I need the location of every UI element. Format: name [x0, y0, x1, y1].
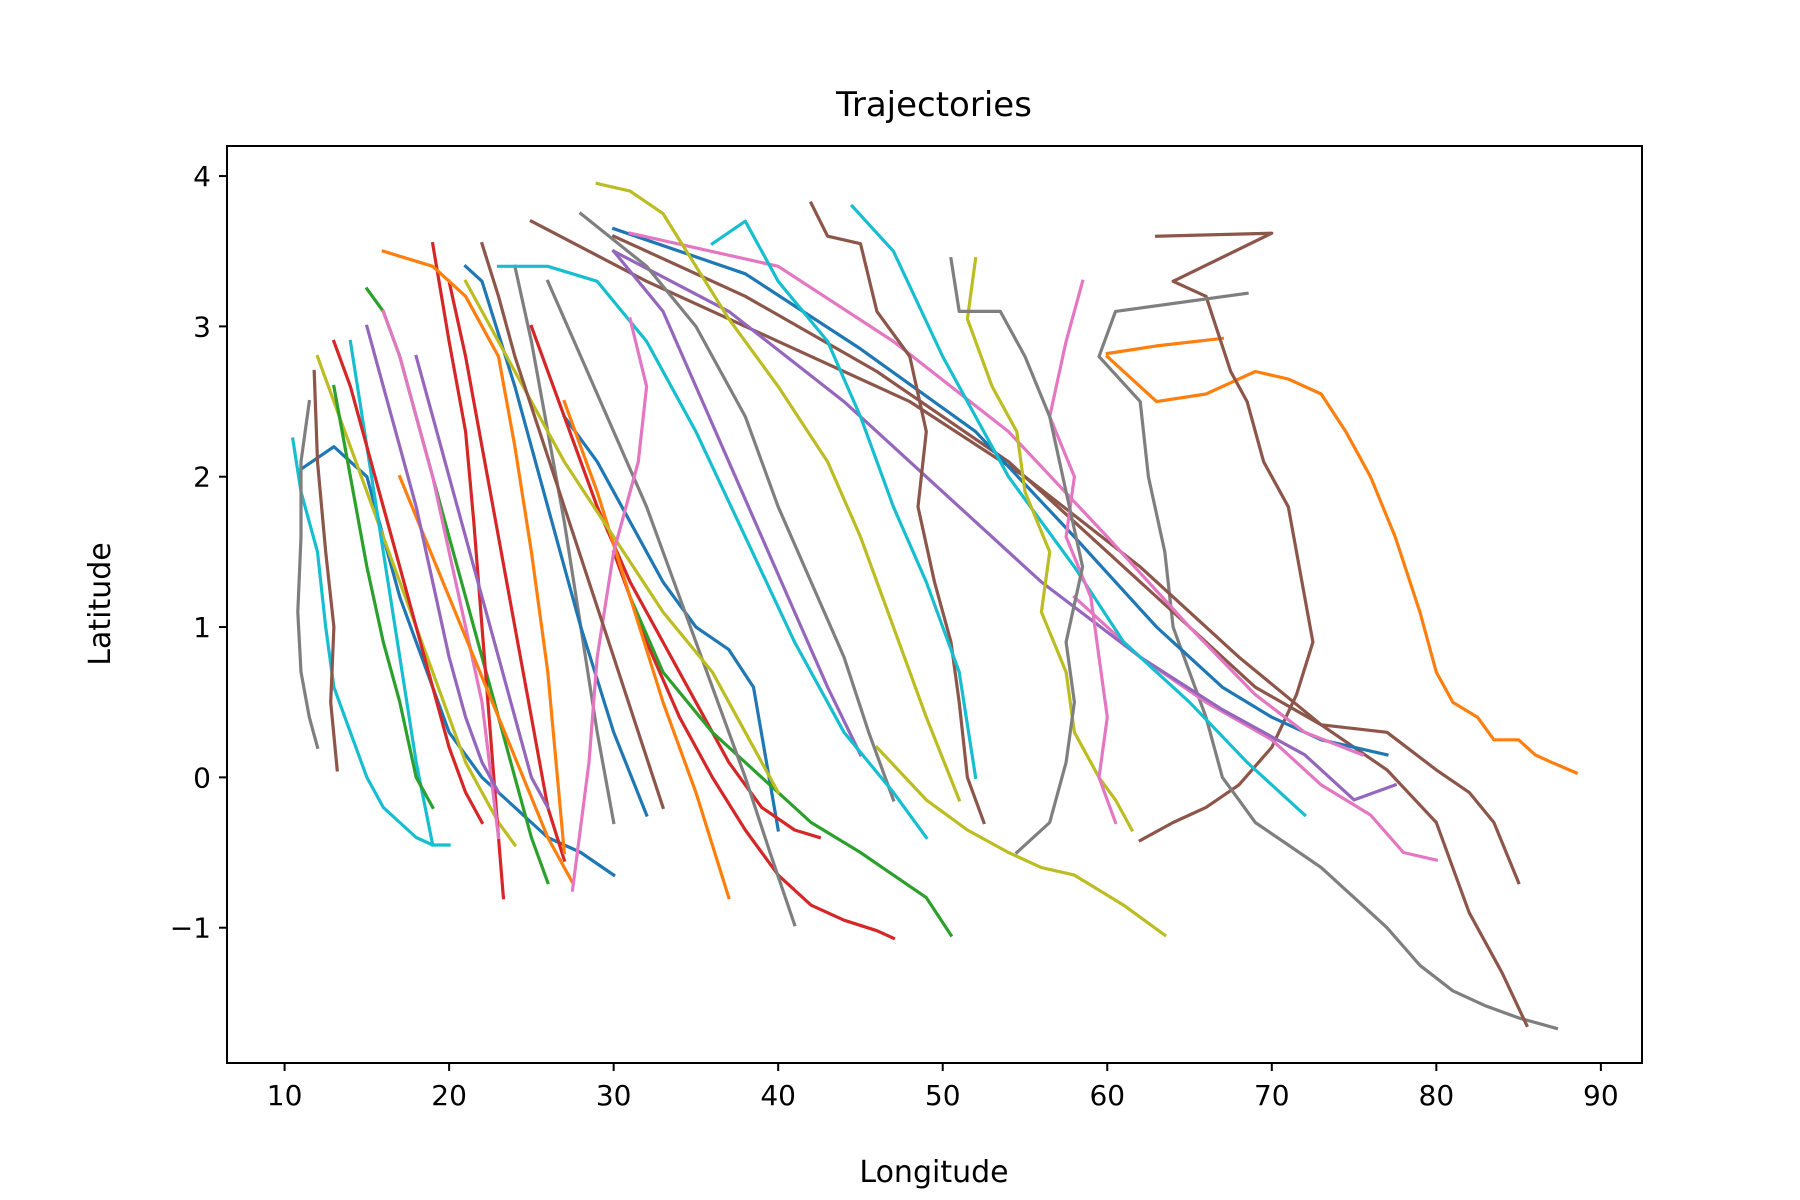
chart-title: Trajectories [835, 85, 1032, 125]
series-line-traj-olive-mid [595, 181, 962, 802]
series-line-traj-red-west-c [331, 339, 485, 825]
series-line-traj-orange-far-east [1105, 354, 1579, 776]
y-axis-label: Latitude [83, 542, 118, 665]
y-tick-label: 0 [193, 761, 211, 794]
series-line-traj-brown-west-b [479, 241, 666, 810]
plot-frame [226, 145, 1643, 1064]
y-tick-label: 3 [193, 310, 211, 343]
x-tick-label: 50 [925, 1079, 961, 1112]
series-line-traj-red-west-b [447, 279, 567, 863]
x-axis-label: Longitude [859, 1155, 1008, 1190]
series-line-traj-gray-west-b [512, 264, 616, 825]
series-line-traj-gray-west-a [296, 399, 320, 750]
series-line-traj-cyan-long-diag [849, 203, 1307, 818]
series-line-traj-orange-mid [562, 399, 731, 900]
series-line-traj-blue-mid [562, 414, 781, 832]
series-line-traj-brown-far-east [1138, 231, 1315, 843]
y-tick-label: 4 [193, 160, 211, 193]
series-line-traj-orange-top-short [1105, 336, 1225, 356]
x-tick-label: 40 [760, 1079, 796, 1112]
series-line-traj-brown-long-diag-2 [611, 234, 1521, 885]
trajectory-series-group [290, 181, 1579, 1031]
x-axis: 10 20 30 40 50 60 70 80 90 [267, 1063, 1619, 1112]
x-tick-label: 30 [596, 1079, 632, 1112]
series-line-traj-gray-mid-2 [545, 279, 797, 927]
x-tick-label: 90 [1583, 1079, 1619, 1112]
x-tick-label: 10 [267, 1079, 303, 1112]
series-line-traj-pink-west-a [381, 309, 501, 840]
series-line-traj-pink-vertical [1048, 279, 1118, 825]
series-line-traj-orange-west-a [381, 249, 567, 855]
series-line-traj-cyan-west-a [290, 437, 451, 847]
x-tick-label: 70 [1254, 1079, 1290, 1112]
series-line-traj-purple-west-b [364, 324, 501, 795]
series-line-traj-brown-long-diag [529, 219, 1529, 1028]
y-axis: −1 0 1 2 3 4 [170, 160, 227, 945]
series-line-traj-purple-long-diag [611, 249, 1398, 802]
series-line-traj-gray-far-east [1097, 291, 1559, 1031]
series-line-traj-gray-mid [578, 211, 896, 802]
series-line-traj-purple-west-a [414, 354, 550, 810]
series-line-traj-red-mid [529, 324, 822, 840]
series-line-traj-blue-west-b [463, 264, 649, 818]
series-line-traj-pink-west-b [570, 316, 649, 892]
series-line-traj-brown-west-a [312, 369, 339, 772]
series-line-traj-pink-long-diag [628, 231, 1365, 757]
series-line-traj-brown-vertical [808, 200, 986, 825]
series-line-traj-green-west-b [332, 384, 435, 810]
series-line-traj-olive-low-east [874, 745, 1168, 938]
series-line-traj-purple-mid [611, 248, 863, 757]
x-tick-label: 60 [1089, 1079, 1125, 1112]
series-line-traj-gray-vertical [949, 256, 1085, 855]
series-line-traj-green-mid [627, 594, 954, 938]
series-line-traj-cyan-west-b [348, 339, 435, 847]
series-line-traj-orange-west-b [397, 474, 575, 885]
series-line-traj-cyan-mid [710, 219, 978, 780]
y-tick-label: 1 [193, 611, 211, 644]
y-tick-label: 2 [193, 461, 211, 494]
series-line-traj-cyan-west-c [496, 264, 929, 840]
x-tick-label: 80 [1419, 1079, 1455, 1112]
x-tick-label: 20 [431, 1079, 467, 1112]
series-line-traj-red-long-tail [611, 549, 896, 941]
y-tick-label: −1 [170, 912, 211, 945]
